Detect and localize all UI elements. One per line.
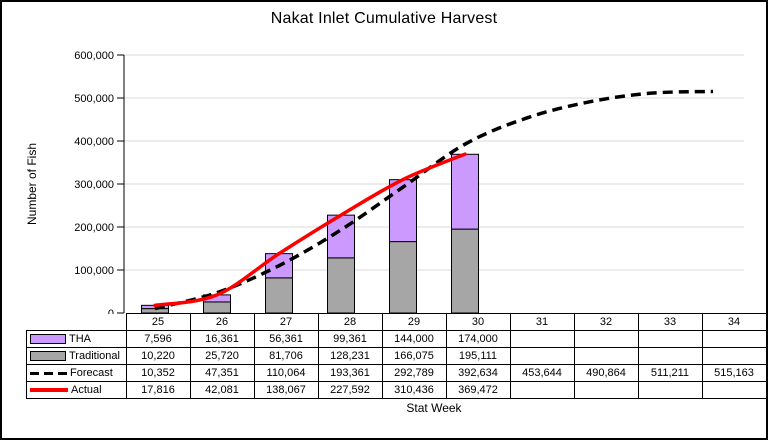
week-label: 26 <box>189 313 255 331</box>
legend-key-actual: Actual <box>26 381 127 399</box>
table-cell <box>701 347 766 365</box>
bar-traditional-wk30 <box>451 228 479 314</box>
table-cell: 42,081 <box>189 381 255 399</box>
table-cell <box>701 381 766 399</box>
table-cell: 193,361 <box>317 364 383 382</box>
week-label: 31 <box>509 313 575 331</box>
y-axis-tick-label: 600,000 <box>74 50 114 62</box>
traditional-bar-swatch-icon <box>30 351 66 362</box>
week-label: 32 <box>573 313 639 331</box>
table-cell: 10,352 <box>125 364 191 382</box>
table-cell <box>509 381 575 399</box>
legend-label: Forecast <box>70 367 113 379</box>
forecast-dashed-line-swatch-icon <box>30 371 67 375</box>
legend-key-forecast: Forecast <box>26 364 127 382</box>
table-cell: 144,000 <box>381 330 447 348</box>
bar-tha-wk30 <box>451 153 479 230</box>
table-cell: 174,000 <box>445 330 511 348</box>
table-cell: 369,472 <box>445 381 511 399</box>
week-label: 27 <box>253 313 319 331</box>
table-cell <box>509 347 575 365</box>
table-cell <box>573 381 639 399</box>
chart-data-table: 25 26 27 28 29 30 31 32 33 34 THA 7,596 16,361 56,361… <box>26 313 766 399</box>
legend-label: Traditional <box>69 350 120 362</box>
actual-line <box>153 152 467 308</box>
legend-key-tha: THA <box>26 330 127 348</box>
table-cell <box>637 381 703 399</box>
table-cell: 138,067 <box>253 381 319 399</box>
chart-plot: 0 100,000 200,000 300,000 400,000 500,000 600,… <box>74 50 744 314</box>
week-label: 28 <box>317 313 383 331</box>
week-label: 25 <box>125 313 191 331</box>
table-cell <box>637 347 703 365</box>
table-cell: 110,064 <box>253 364 319 382</box>
legend-label: Actual <box>71 384 102 396</box>
week-label: 30 <box>445 313 511 331</box>
table-cell <box>701 330 766 348</box>
table-cell: 25,720 <box>189 347 255 365</box>
bar-traditional-wk28 <box>327 257 355 314</box>
table-cell: 292,789 <box>381 364 447 382</box>
legend-label: THA <box>69 333 91 345</box>
table-cell: 47,351 <box>189 364 255 382</box>
y-axis-tick-label: 300,000 <box>74 179 114 191</box>
table-cell <box>637 330 703 348</box>
y-axis-tick-label: 400,000 <box>74 136 114 148</box>
table-cell: 128,231 <box>317 347 383 365</box>
table-cell: 7,596 <box>125 330 191 348</box>
table-cell: 166,075 <box>381 347 447 365</box>
table-cell <box>509 330 575 348</box>
week-label: 29 <box>381 313 447 331</box>
table-cell: 310,436 <box>381 381 447 399</box>
table-cell: 17,816 <box>125 381 191 399</box>
table-cell: 392,634 <box>445 364 511 382</box>
table-cell: 81,706 <box>253 347 319 365</box>
week-label: 33 <box>637 313 703 331</box>
forecast-line <box>154 89 714 311</box>
table-cell <box>573 347 639 365</box>
bar-traditional-wk29 <box>389 241 417 314</box>
table-cell: 16,361 <box>189 330 255 348</box>
x-axis-title: Stat Week <box>406 401 462 415</box>
week-label: 34 <box>701 313 766 331</box>
table-corner-spacer <box>27 314 127 331</box>
bar-traditional-wk26 <box>203 301 231 314</box>
table-cell: 56,361 <box>253 330 319 348</box>
y-axis-tick-label: 0 <box>108 308 114 314</box>
table-cell: 10,220 <box>125 347 191 365</box>
table-cell: 99,361 <box>317 330 383 348</box>
legend-key-traditional: Traditional <box>26 347 127 365</box>
table-cell: 453,644 <box>509 364 575 382</box>
bar-traditional-wk27 <box>265 277 293 314</box>
table-cell: 227,592 <box>317 381 383 399</box>
y-axis-tick-label: 100,000 <box>74 265 114 277</box>
chart-title: Nakat Inlet Cumulative Harvest <box>270 10 498 27</box>
y-axis-tick-label: 200,000 <box>74 222 114 234</box>
table-cell: 490,864 <box>573 364 639 382</box>
table-cell: 511,211 <box>637 364 703 382</box>
table-cell <box>573 330 639 348</box>
actual-solid-line-swatch-icon <box>30 388 68 393</box>
tha-bar-swatch-icon <box>30 334 66 345</box>
table-cell: 515,163 <box>701 364 766 382</box>
y-axis-tick-label: 500,000 <box>74 93 114 105</box>
table-cell: 195,111 <box>445 347 511 365</box>
